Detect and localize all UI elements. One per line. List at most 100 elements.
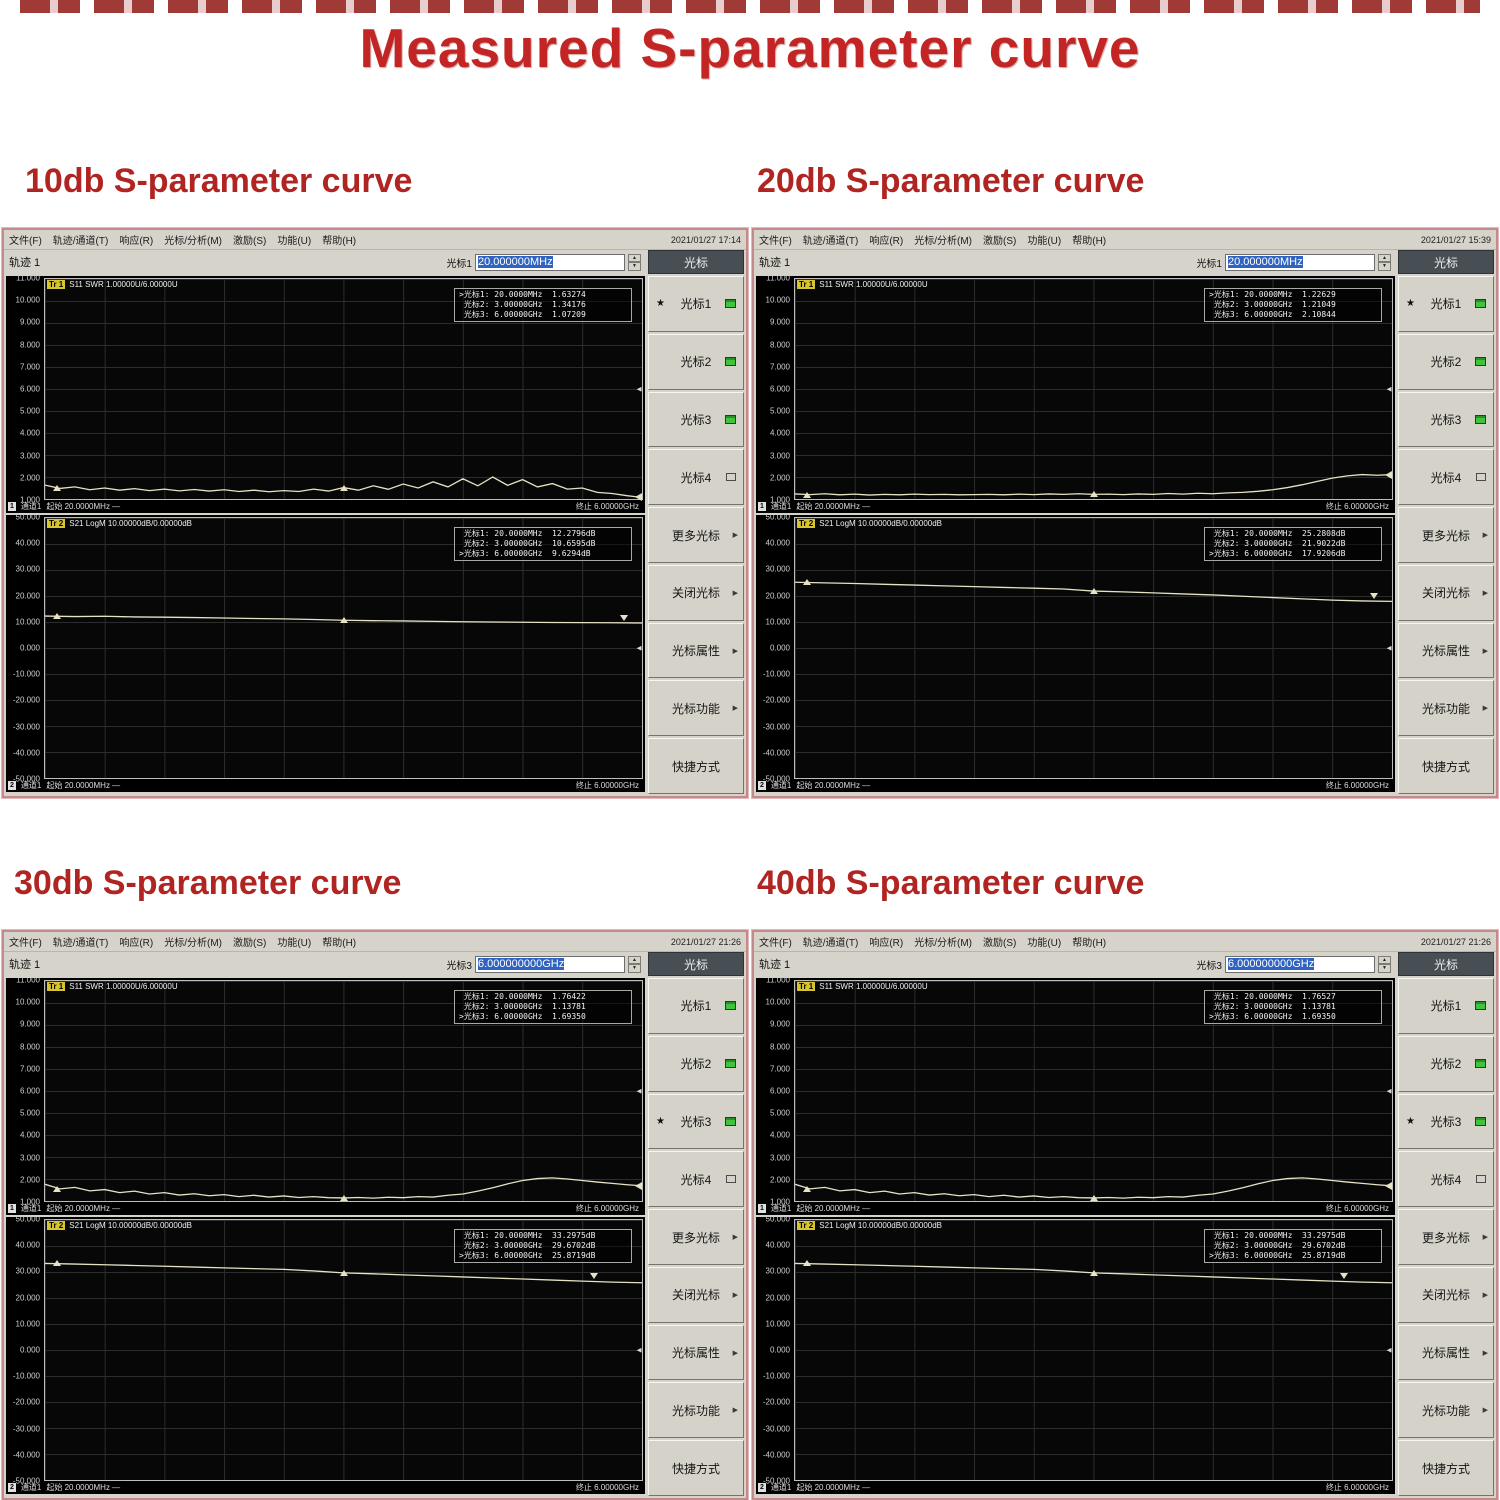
softkey-button[interactable]: 光标3 bbox=[648, 391, 744, 448]
reference-level-icon: ◄ bbox=[1385, 643, 1393, 653]
softkey-button[interactable]: 快捷方式 bbox=[1398, 1440, 1494, 1497]
menu-item[interactable]: 功能(U) bbox=[1027, 236, 1062, 247]
menu-item[interactable]: 功能(U) bbox=[1027, 938, 1062, 949]
marker-value-input[interactable]: 20.000000MHz bbox=[1225, 253, 1375, 271]
menu-item[interactable]: 文件(F) bbox=[9, 236, 42, 247]
softkey-button[interactable]: 光标功能 ▶ bbox=[1398, 680, 1494, 737]
step-down-icon[interactable]: ▼ bbox=[628, 964, 641, 973]
menu-item[interactable]: 激励(S) bbox=[983, 236, 1017, 247]
value-stepper[interactable]: ▲ ▼ bbox=[628, 955, 641, 973]
menu-item[interactable]: 响应(R) bbox=[869, 938, 904, 949]
menu-item[interactable]: 激励(S) bbox=[233, 938, 267, 949]
softkey-button[interactable]: ★ 光标3 bbox=[648, 1093, 744, 1150]
softkey-button[interactable]: 光标功能 ▶ bbox=[648, 1382, 744, 1439]
trace-selector[interactable]: 轨迹 1 bbox=[9, 959, 41, 971]
softkey-button[interactable]: 更多光标 ▶ bbox=[1398, 507, 1494, 563]
softkey-label: 光标2 bbox=[680, 355, 712, 370]
menu-item[interactable]: 帮助(H) bbox=[1072, 938, 1107, 949]
menu-item[interactable]: 光标/分析(M) bbox=[164, 938, 222, 949]
menu-item[interactable]: 响应(R) bbox=[119, 938, 154, 949]
softkey-button[interactable]: 光标1 bbox=[1398, 978, 1494, 1034]
value-stepper[interactable]: ▲ ▼ bbox=[1378, 253, 1391, 271]
softkey-button[interactable]: 关闭光标 ▶ bbox=[1398, 1266, 1494, 1323]
menu-item[interactable]: 光标/分析(M) bbox=[914, 236, 972, 247]
softkey-button[interactable]: ★ 光标1 bbox=[1398, 276, 1494, 332]
softkey-button[interactable]: 光标3 bbox=[1398, 391, 1494, 448]
softkey-button[interactable]: 光标2 bbox=[648, 333, 744, 390]
softkey-button[interactable]: 光标属性 ▶ bbox=[1398, 1324, 1494, 1381]
start-frequency: 起始 20.0000MHz — bbox=[46, 1203, 121, 1213]
marker-value-input[interactable]: 6.000000000GHz bbox=[475, 955, 625, 973]
marker-readout-line: 光标2: 3.00000GHz 1.13781 bbox=[459, 1002, 586, 1011]
trace-selector[interactable]: 轨迹 1 bbox=[9, 257, 41, 269]
menu-item[interactable]: 轨迹/通道(T) bbox=[802, 236, 859, 247]
menu-item[interactable]: 光标/分析(M) bbox=[914, 938, 972, 949]
step-down-icon[interactable]: ▼ bbox=[1378, 964, 1391, 973]
softkey-button[interactable]: 快捷方式 bbox=[1398, 738, 1494, 795]
menu-item[interactable]: 帮助(H) bbox=[322, 938, 357, 949]
softkey-button[interactable]: 更多光标 ▶ bbox=[648, 507, 744, 563]
softkey-button[interactable]: 光标功能 ▶ bbox=[1398, 1382, 1494, 1439]
trace-selector[interactable]: 轨迹 1 bbox=[759, 257, 791, 269]
trace-selector[interactable]: 轨迹 1 bbox=[759, 959, 791, 971]
step-up-icon[interactable]: ▲ bbox=[628, 253, 641, 262]
softkey-button[interactable]: 光标2 bbox=[1398, 333, 1494, 390]
menu-item[interactable]: 响应(R) bbox=[869, 236, 904, 247]
softkey-button[interactable]: 关闭光标 ▶ bbox=[1398, 564, 1494, 621]
menu-item[interactable]: 功能(U) bbox=[277, 236, 312, 247]
softkey-button[interactable]: 快捷方式 bbox=[648, 738, 744, 795]
step-up-icon[interactable]: ▲ bbox=[1378, 253, 1391, 262]
softkey-button[interactable]: 光标2 bbox=[648, 1035, 744, 1092]
softkey-button[interactable]: ★ 光标1 bbox=[648, 276, 744, 332]
softkey-button[interactable]: 光标4 bbox=[1398, 449, 1494, 506]
softkey-button[interactable]: 更多光标 ▶ bbox=[1398, 1209, 1494, 1265]
menu-item[interactable]: 轨迹/通道(T) bbox=[52, 938, 109, 949]
step-up-icon[interactable]: ▲ bbox=[628, 955, 641, 964]
softkey-button[interactable]: 光标4 bbox=[648, 449, 744, 506]
softkey-button[interactable]: 关闭光标 ▶ bbox=[648, 1266, 744, 1323]
axis-tick-label: 7.000 bbox=[769, 1064, 790, 1074]
trace-format-label: S21 LogM 10.00000dB/0.00000dB bbox=[819, 1221, 943, 1230]
step-up-icon[interactable]: ▲ bbox=[1378, 955, 1391, 964]
axis-tick-label: 10.000 bbox=[765, 997, 790, 1007]
step-down-icon[interactable]: ▼ bbox=[628, 262, 641, 271]
softkey-button[interactable]: 光标属性 ▶ bbox=[1398, 622, 1494, 679]
softkey-button[interactable]: 光标4 bbox=[648, 1151, 744, 1208]
value-stepper[interactable]: ▲ ▼ bbox=[1378, 955, 1391, 973]
softkey-button[interactable]: 光标1 bbox=[648, 978, 744, 1034]
softkey-button[interactable]: 光标属性 ▶ bbox=[648, 1324, 744, 1381]
softkey-button[interactable]: ★ 光标3 bbox=[1398, 1093, 1494, 1150]
menu-item[interactable]: 文件(F) bbox=[759, 938, 792, 949]
trace-tag: Tr 1 bbox=[797, 982, 816, 991]
menu-item[interactable]: 文件(F) bbox=[759, 236, 792, 247]
menu-item[interactable]: 帮助(H) bbox=[322, 236, 357, 247]
softkey-button[interactable]: 快捷方式 bbox=[648, 1440, 744, 1497]
marker-state-on-icon bbox=[725, 414, 736, 424]
marker-readout: >光标1: 20.0000MHz 1.22629 光标2: 3.00000GHz… bbox=[1204, 288, 1382, 322]
softkey-button[interactable]: 更多光标 ▶ bbox=[648, 1209, 744, 1265]
menu-item[interactable]: 光标/分析(M) bbox=[164, 236, 222, 247]
softkey-button[interactable]: 光标功能 ▶ bbox=[648, 680, 744, 737]
axis-tick-label: 10.000 bbox=[15, 997, 40, 1007]
menu-item[interactable]: 文件(F) bbox=[9, 938, 42, 949]
menu-bar: 文件(F) 轨迹/通道(T) 响应(R) 光标/分析(M) 激励(S) 功能(U) 帮助(H… bbox=[4, 932, 746, 952]
menu-item[interactable]: 轨迹/通道(T) bbox=[52, 236, 109, 247]
stop-frequency: 终止 6.00000GHz bbox=[1325, 1482, 1389, 1492]
softkey-sidebar: 光标 光标1 光标2 ★ 光标3 光标4 更多光标 ▶ 关闭光标 ▶ 光标属性 ▶ 光标功能 ▶ 快捷方式 bbox=[646, 952, 746, 1498]
softkey-button[interactable]: 光标4 bbox=[1398, 1151, 1494, 1208]
marker-state-on-icon bbox=[1475, 299, 1486, 309]
menu-item[interactable]: 激励(S) bbox=[233, 236, 267, 247]
softkey-button[interactable]: 关闭光标 ▶ bbox=[648, 564, 744, 621]
softkey-button[interactable]: 光标属性 ▶ bbox=[648, 622, 744, 679]
menu-item[interactable]: 功能(U) bbox=[277, 938, 312, 949]
menu-item[interactable]: 帮助(H) bbox=[1072, 236, 1107, 247]
menu-item[interactable]: 响应(R) bbox=[119, 236, 154, 247]
marker-value-input[interactable]: 6.000000000GHz bbox=[1225, 955, 1375, 973]
marker-value-input[interactable]: 20.000000MHz bbox=[475, 253, 625, 271]
softkey-button[interactable]: 光标2 bbox=[1398, 1035, 1494, 1092]
axis-tick-label: 3.000 bbox=[19, 1153, 40, 1163]
menu-item[interactable]: 轨迹/通道(T) bbox=[802, 938, 859, 949]
menu-item[interactable]: 激励(S) bbox=[983, 938, 1017, 949]
value-stepper[interactable]: ▲ ▼ bbox=[628, 253, 641, 271]
step-down-icon[interactable]: ▼ bbox=[1378, 262, 1391, 271]
